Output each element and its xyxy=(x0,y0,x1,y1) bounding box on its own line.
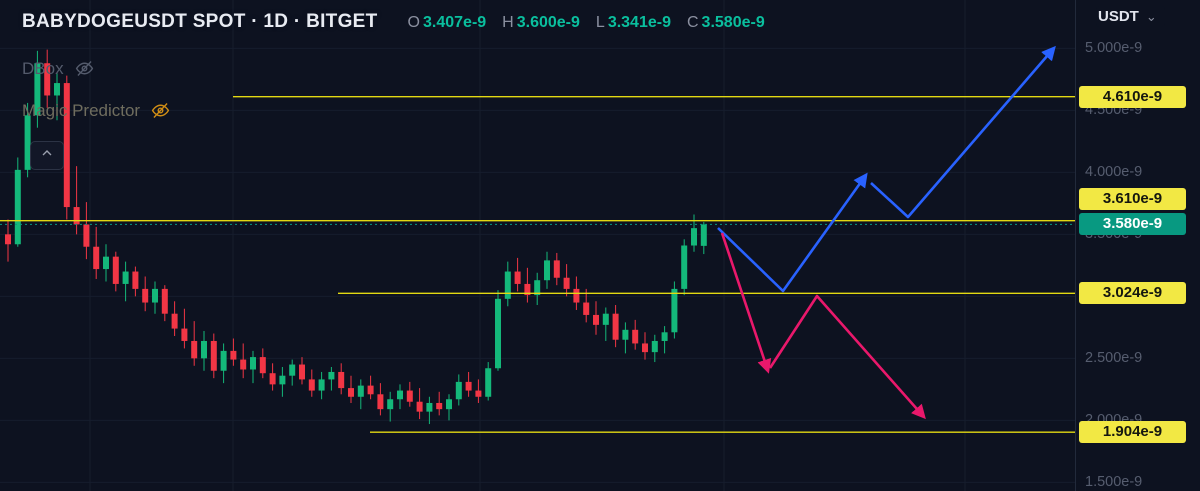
ohlc-high-value: 3.600e-9 xyxy=(517,14,580,32)
level-price-tag: 1.904e-9 xyxy=(1079,421,1186,443)
chevron-down-icon: ⌄ xyxy=(1146,9,1157,25)
ohlc-readout: O3.407e-9 H3.600e-9 L3.341e-9 C3.580e-9 xyxy=(408,14,765,32)
price-scale-label: 4.000e-9 xyxy=(1085,163,1142,181)
indicator-name: DBox xyxy=(22,59,64,79)
grid-lines xyxy=(0,0,1075,491)
indicator-name: Magic Predictor xyxy=(22,101,140,121)
trend-arrow-drawings[interactable] xyxy=(718,48,1054,417)
indicator-row-magic-predictor[interactable]: Magic Predictor xyxy=(22,100,171,121)
ohlc-close-value: 3.580e-9 xyxy=(702,14,765,32)
visibility-off-icon[interactable] xyxy=(74,58,95,79)
price-scale-label: 1.500e-9 xyxy=(1085,473,1142,491)
ohlc-low-value: 3.341e-9 xyxy=(608,14,671,32)
current-price-tag: 3.580e-9 xyxy=(1079,213,1186,235)
symbol-title[interactable]: BABYDOGEUSDT SPOT · 1D · BITGET xyxy=(22,11,378,33)
indicator-row-dbox[interactable]: DBox xyxy=(22,58,95,79)
level-price-tag: 3.024e-9 xyxy=(1079,282,1186,304)
ohlc-open-value: 3.407e-9 xyxy=(423,14,486,32)
ohlc-close-label: C xyxy=(687,14,699,32)
price-scale-label: 2.500e-9 xyxy=(1085,349,1142,367)
ohlc-low-label: L xyxy=(596,14,605,32)
ohlc-open-label: O xyxy=(408,14,420,32)
level-price-tag: 3.610e-9 xyxy=(1079,188,1186,210)
visibility-off-icon[interactable] xyxy=(150,100,171,121)
horizontal-level-lines[interactable] xyxy=(0,97,1075,433)
chart-legend-header: BABYDOGEUSDT SPOT · 1D · BITGET O3.407e-… xyxy=(22,11,765,33)
price-scale-label: 5.000e-9 xyxy=(1085,39,1142,57)
price-scale-axis[interactable]: USDT ⌄ 5.000e-94.500e-94.000e-93.500e-93… xyxy=(1075,0,1200,491)
ohlc-high-label: H xyxy=(502,14,514,32)
chart-canvas[interactable] xyxy=(0,0,1075,491)
trading-chart-window: BABYDOGEUSDT SPOT · 1D · BITGET O3.407e-… xyxy=(0,0,1200,491)
currency-label: USDT xyxy=(1098,8,1139,25)
legend-collapse-button[interactable] xyxy=(30,141,64,170)
level-price-tag: 4.610e-9 xyxy=(1079,86,1186,108)
chevron-up-icon xyxy=(39,145,55,166)
currency-dropdown[interactable]: USDT ⌄ xyxy=(1096,6,1165,27)
